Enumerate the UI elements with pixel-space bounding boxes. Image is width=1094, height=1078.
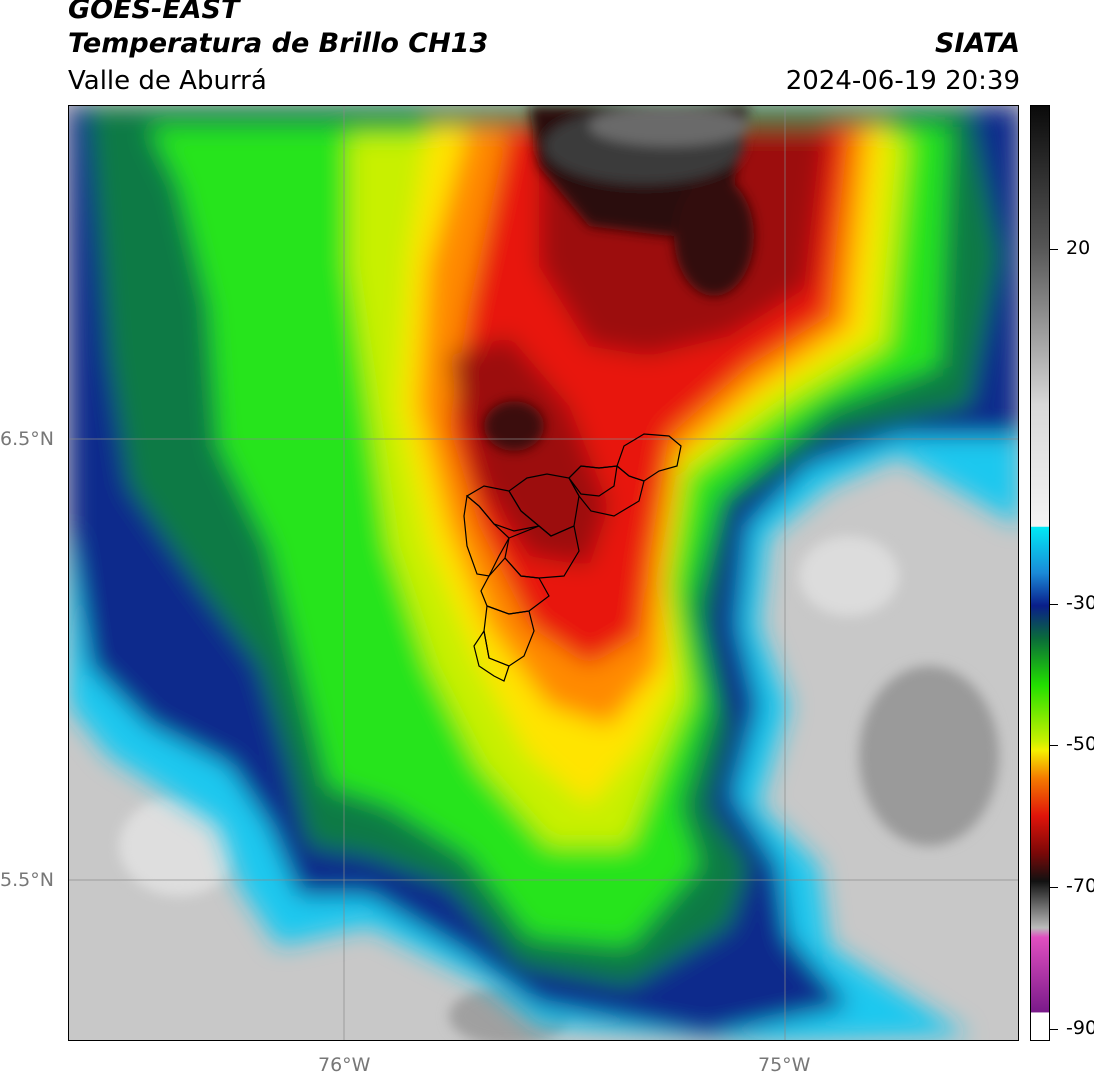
map-canvas [69, 106, 1018, 1040]
lat-label-5-5n: 5.5°N [0, 869, 54, 891]
satellite-title: GOES-EAST [68, 0, 240, 25]
lon-label-75w: 75°W [758, 1054, 811, 1076]
colorbar-tick [1050, 887, 1058, 888]
colorbar-label-minus90: -90 [1066, 1017, 1094, 1039]
colorbar-tick [1050, 745, 1058, 746]
colorbar-gradient [1031, 106, 1049, 1040]
org-title: SIATA [934, 28, 1020, 59]
lat-label-6-5n: 6.5°N [0, 428, 54, 450]
region-subtitle: Valle de Aburrá [68, 66, 267, 96]
product-title: Temperatura de Brillo CH13 [68, 28, 489, 59]
lon-label-76w: 76°W [318, 1054, 371, 1076]
colorbar-tick [1050, 604, 1058, 605]
colorbar-label-minus70: -70 [1066, 875, 1094, 897]
valle-aburra-boundaries [463, 433, 682, 682]
datetime-label: 2024-06-19 20:39 [785, 66, 1020, 96]
colorbar-label-minus30: -30 [1066, 592, 1094, 614]
colorbar-tick [1050, 249, 1058, 250]
brightness-temperature-map [68, 105, 1019, 1041]
colorbar-label-20: 20 [1066, 237, 1091, 259]
colorbar-tick [1050, 1029, 1058, 1030]
temperature-colorbar [1030, 105, 1050, 1041]
colorbar-label-minus50: -50 [1066, 733, 1094, 755]
